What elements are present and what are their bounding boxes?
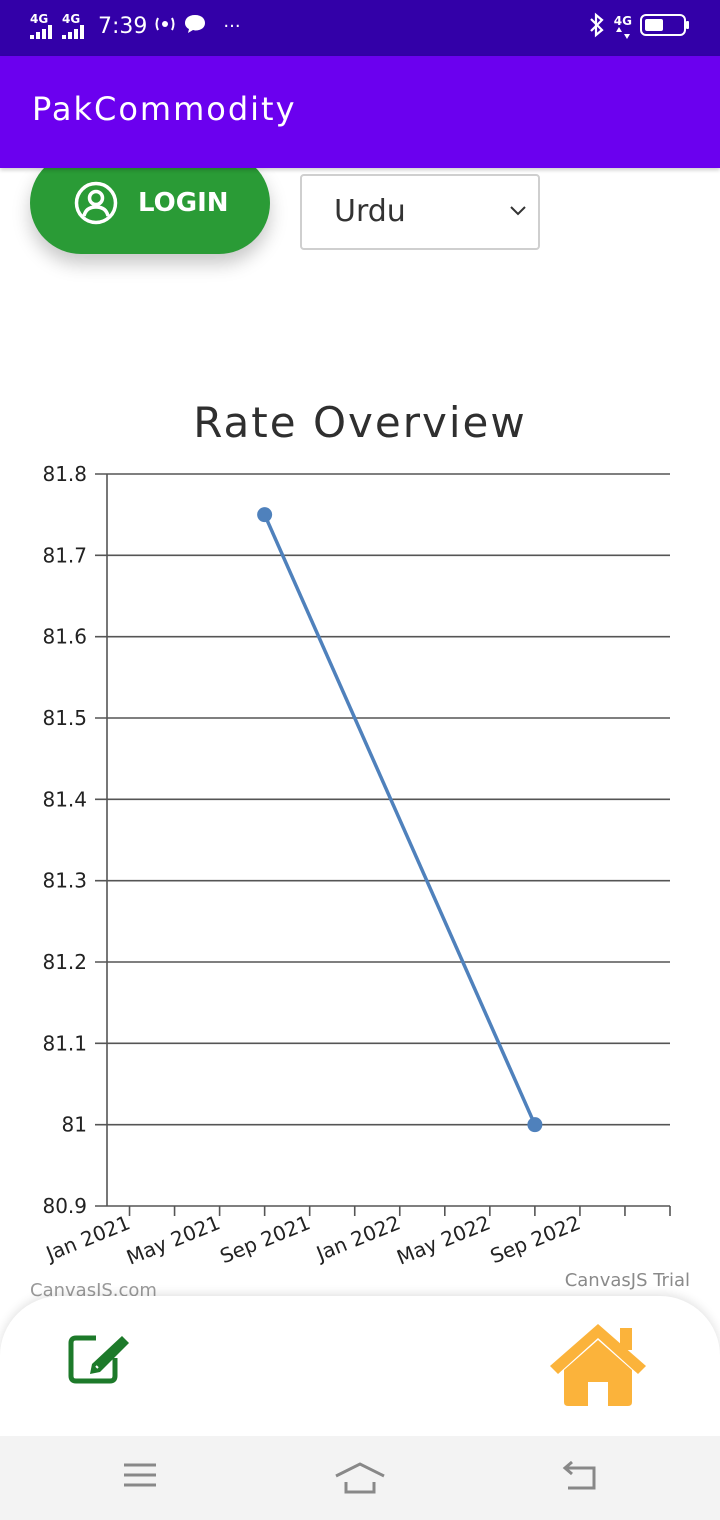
y-tick-label: 81 xyxy=(62,1113,87,1137)
status-bar: 4G 4G 7:39 ··· 4G xyxy=(0,0,720,56)
y-tick-label: 81.5 xyxy=(42,706,87,730)
y-tick-label: 81.2 xyxy=(42,950,87,974)
rate-overview-chart: 80.9 81 81.1 81.2 81.3 81.4 81.5 81.6 81.7 81.8 Ja… xyxy=(41,462,671,1270)
message-icon xyxy=(183,12,207,40)
mobile-data-icon: 4G xyxy=(614,15,632,39)
y-tick-label: 81.4 xyxy=(42,787,87,811)
home-icon[interactable] xyxy=(546,1320,650,1410)
language-select[interactable]: Urdu xyxy=(300,174,540,250)
language-select-value: Urdu xyxy=(334,194,406,229)
app-bar: PakCommodity xyxy=(0,56,720,168)
x-tick-label: Sep 2022 xyxy=(487,1210,584,1268)
x-tick-label: Jan 2022 xyxy=(311,1210,404,1266)
bluetooth-icon xyxy=(588,12,606,42)
account-circle-icon xyxy=(74,181,118,225)
battery-icon xyxy=(640,13,690,41)
x-tick-label: May 2022 xyxy=(393,1210,493,1269)
canvasjs-trial-watermark: CanvasJS Trial xyxy=(564,1270,690,1291)
bottom-navigation xyxy=(0,1296,720,1436)
login-button[interactable]: LOGIN xyxy=(30,152,270,254)
more-notifications: ··· xyxy=(223,15,241,37)
x-tick-label: May 2021 xyxy=(123,1210,223,1269)
x-tick-label: Sep 2021 xyxy=(217,1210,314,1268)
signal-icon: 4G xyxy=(30,13,56,39)
y-tick-label: 81.6 xyxy=(42,625,87,649)
signal-icon: 4G xyxy=(62,13,88,39)
status-time: 7:39 xyxy=(98,13,148,39)
back-icon[interactable] xyxy=(560,1460,600,1496)
menu-icon[interactable] xyxy=(122,1460,158,1494)
data-point xyxy=(527,1117,543,1133)
app-title: PakCommodity xyxy=(32,90,297,128)
chevron-down-icon xyxy=(508,202,528,221)
login-label: LOGIN xyxy=(138,188,229,218)
data-point xyxy=(257,507,273,523)
x-tick-label: Jan 2021 xyxy=(41,1210,134,1266)
y-tick-label: 81.7 xyxy=(42,543,87,567)
system-navigation-bar xyxy=(0,1436,720,1520)
hotspot-icon xyxy=(153,12,177,40)
home-nav-icon[interactable] xyxy=(334,1460,386,1498)
series-line xyxy=(263,513,537,1126)
canvasjs-watermark[interactable]: CanvasJS.com xyxy=(30,1280,157,1301)
y-tick-label: 81.8 xyxy=(42,462,87,486)
y-tick-label: 81.3 xyxy=(42,869,87,893)
edit-icon[interactable] xyxy=(66,1332,132,1388)
chart-title: Rate Overview xyxy=(193,398,527,447)
y-tick-label: 80.9 xyxy=(42,1194,87,1218)
y-tick-label: 81.1 xyxy=(42,1031,87,1055)
